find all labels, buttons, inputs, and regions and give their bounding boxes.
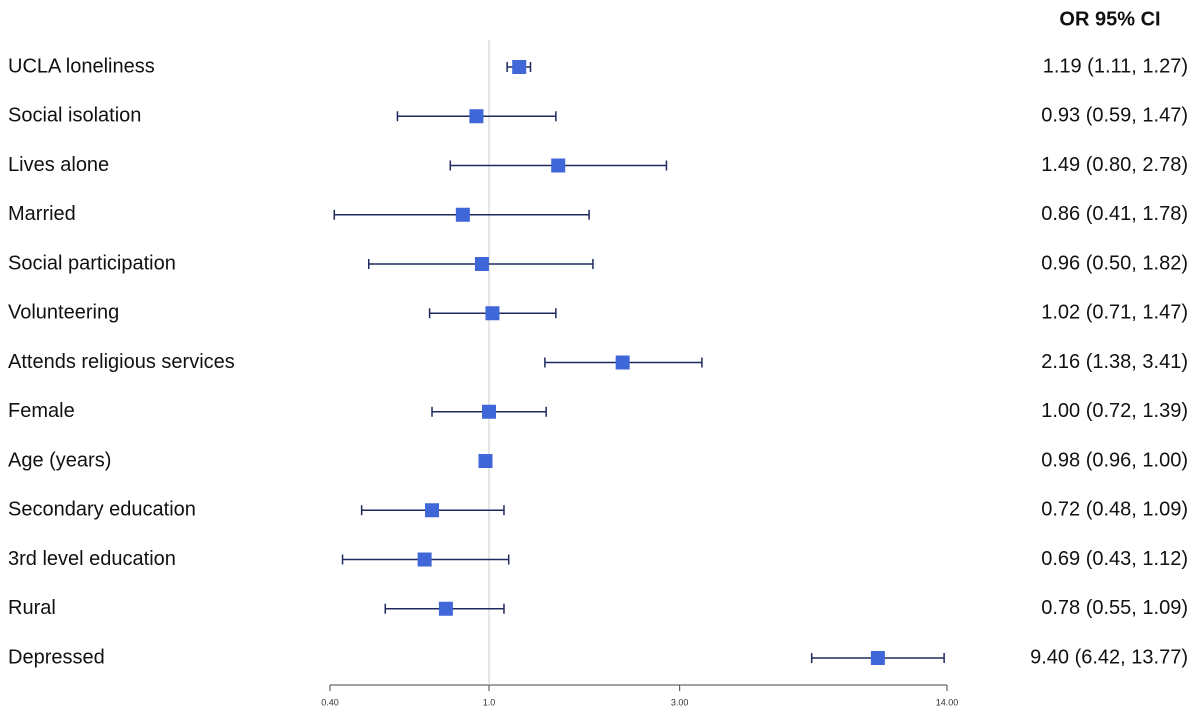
point-estimate <box>485 306 500 321</box>
value-label: 0.86 (0.41, 1.78) <box>1041 203 1188 225</box>
row-label: Female <box>8 400 75 422</box>
x-tick-label: 1.0 <box>483 697 496 707</box>
x-tick-label: 3.00 <box>671 697 689 707</box>
row-label: Social participation <box>8 252 176 274</box>
value-label: 0.98 (0.96, 1.00) <box>1041 449 1188 471</box>
x-tick-label: 14.00 <box>936 697 959 707</box>
row-label: Secondary education <box>8 499 196 521</box>
row-label: Rural <box>8 597 56 619</box>
row-label: Married <box>8 203 76 225</box>
point-estimate <box>425 503 440 518</box>
point-estimate <box>417 552 432 567</box>
point-estimate <box>469 109 484 124</box>
row-label: Attends religious services <box>8 351 235 373</box>
value-label: 1.49 (0.80, 2.78) <box>1041 154 1188 176</box>
value-label: 0.69 (0.43, 1.12) <box>1041 548 1188 570</box>
point-estimate <box>482 404 497 419</box>
row-label: Volunteering <box>8 302 119 324</box>
row-label: Social isolation <box>8 105 141 127</box>
value-label: 1.19 (1.11, 1.27) <box>1043 55 1188 77</box>
row-label: 3rd level education <box>8 548 176 570</box>
point-estimate <box>474 257 489 271</box>
value-label: 0.93 (0.59, 1.47) <box>1041 105 1188 127</box>
value-label: 1.00 (0.72, 1.39) <box>1041 400 1188 422</box>
point-estimate <box>551 158 566 173</box>
row-label: Depressed <box>8 646 105 668</box>
row-label: Age (years) <box>8 449 111 471</box>
row-label: UCLA loneliness <box>8 55 155 77</box>
point-estimate <box>478 454 493 468</box>
value-label: 0.96 (0.50, 1.82) <box>1041 252 1188 274</box>
point-estimate <box>438 601 453 616</box>
value-label: 2.16 (1.38, 3.41) <box>1041 351 1188 373</box>
value-label: 0.72 (0.48, 1.09) <box>1041 499 1188 521</box>
x-tick-label: 0.40 <box>321 697 339 707</box>
column-header: OR 95% CI <box>1059 8 1160 30</box>
point-estimate <box>512 60 527 74</box>
row-label: Lives alone <box>8 154 109 176</box>
point-estimate <box>870 651 885 665</box>
point-estimate <box>615 355 630 370</box>
value-label: 9.40 (6.42, 13.77) <box>1030 646 1188 668</box>
value-label: 0.78 (0.55, 1.09) <box>1041 597 1188 619</box>
point-estimate <box>455 207 470 222</box>
value-label: 1.02 (0.71, 1.47) <box>1041 302 1188 324</box>
